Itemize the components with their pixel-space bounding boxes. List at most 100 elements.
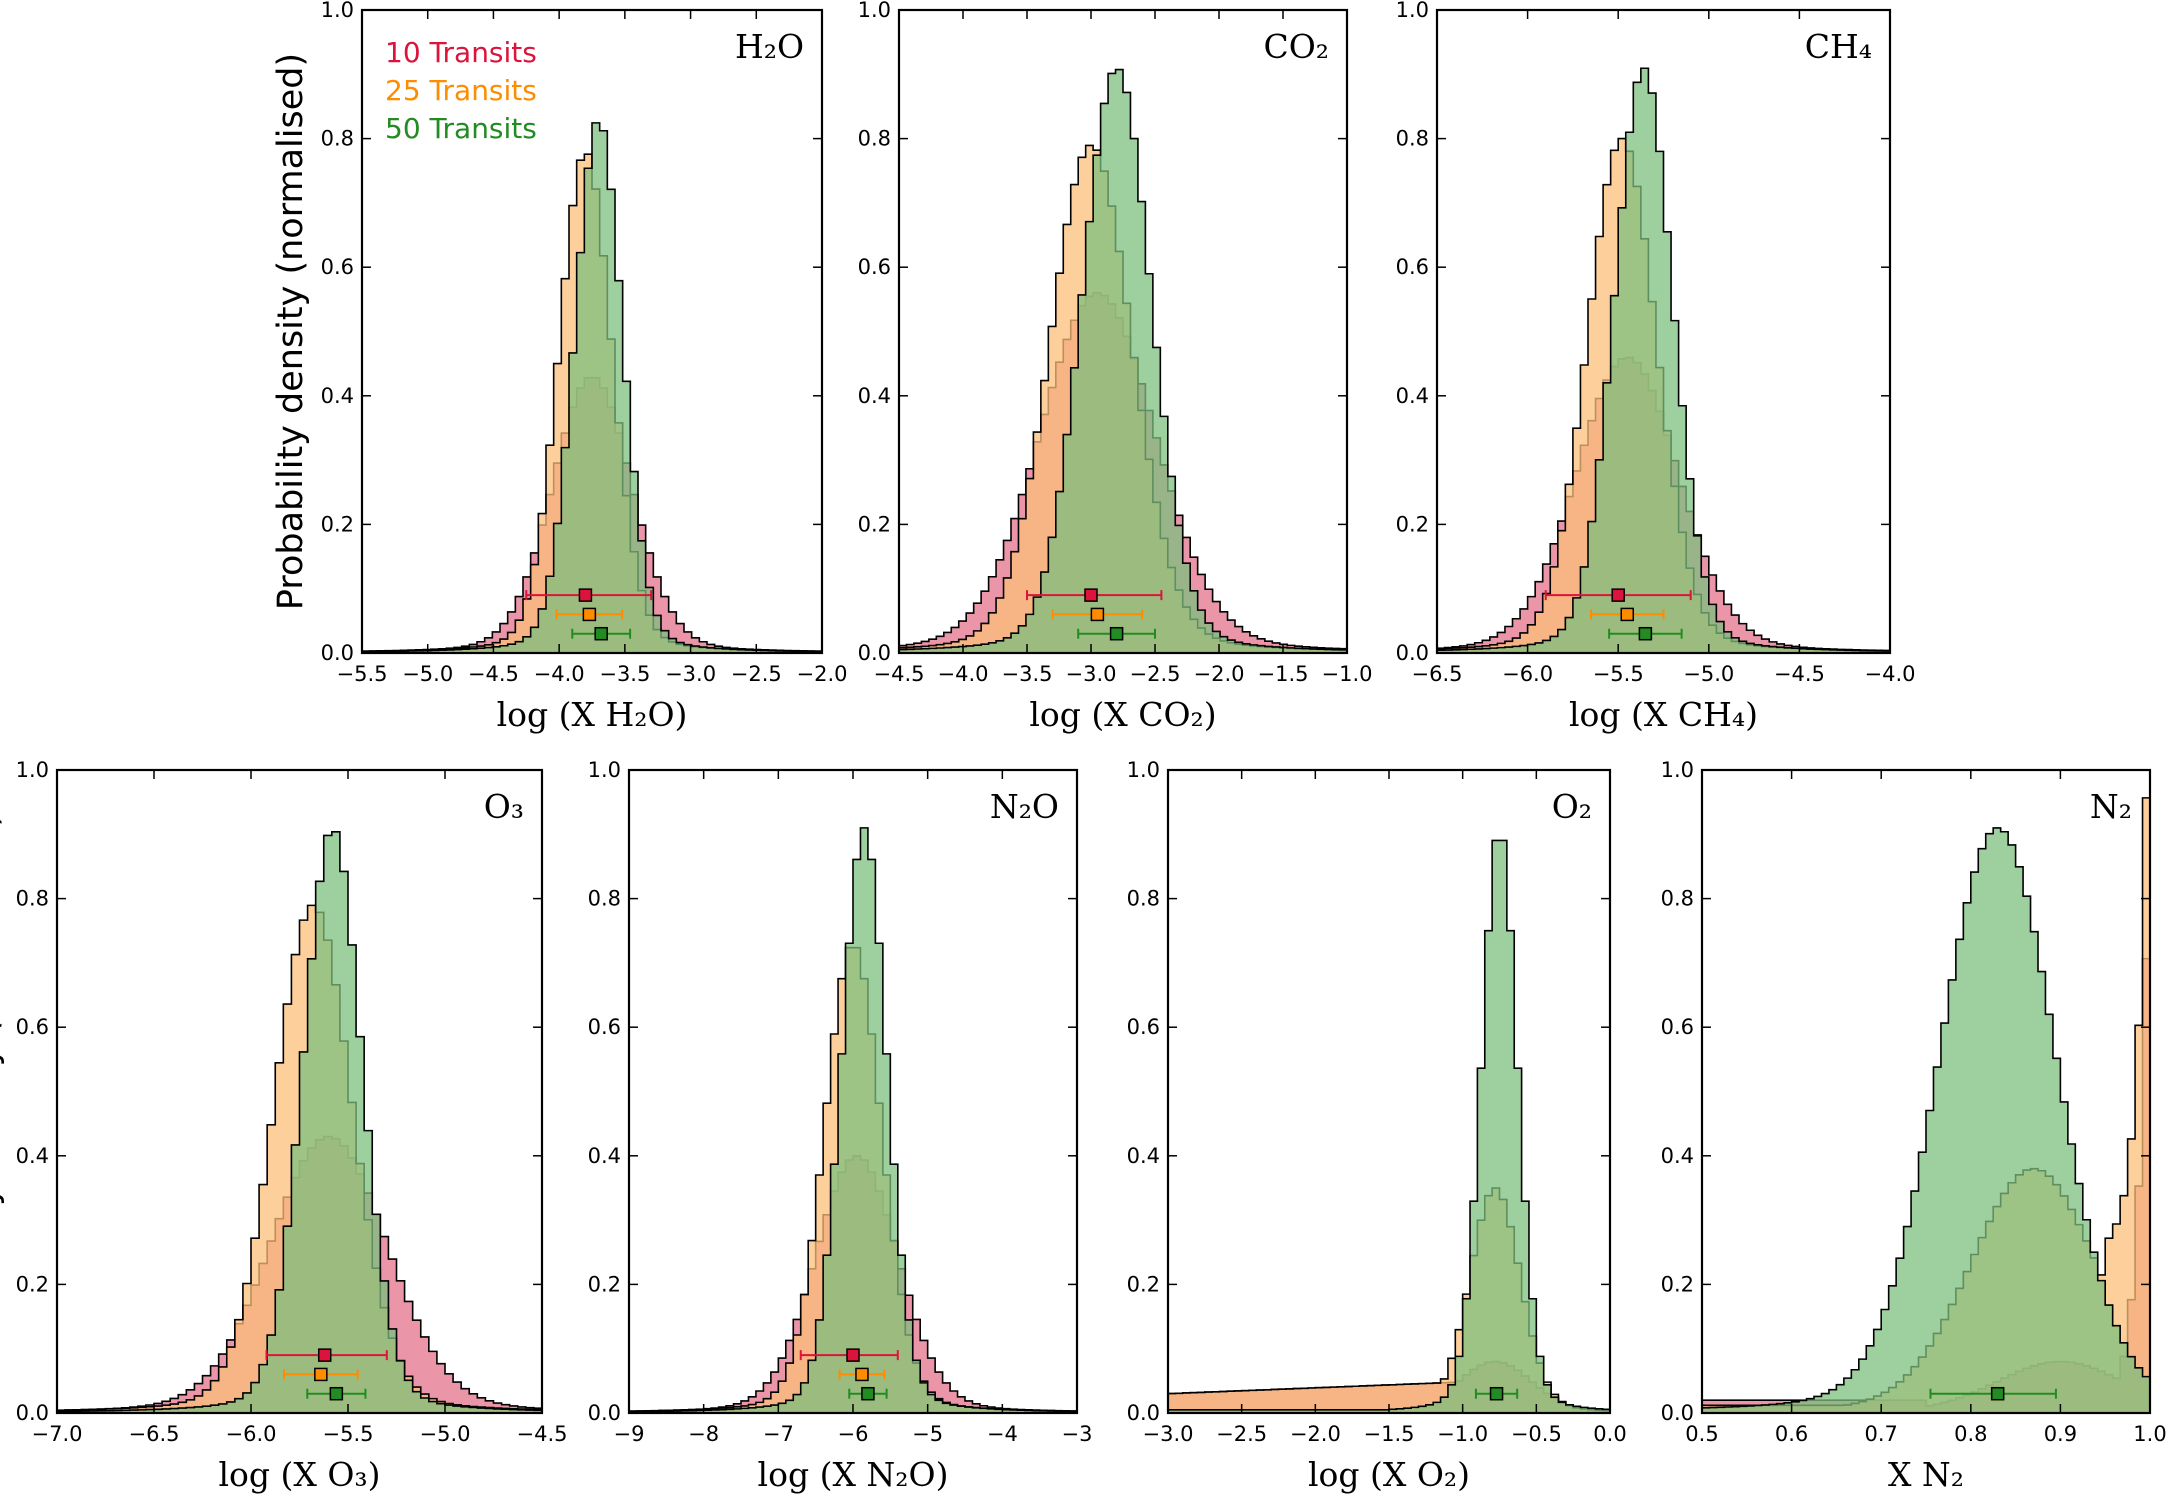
x-tick-label: −5.0 [420, 1422, 471, 1446]
x-tick-label: −4.0 [938, 662, 989, 686]
x-axis-label: log (X CH₄) [1569, 695, 1758, 734]
y-tick-label: 0.0 [1396, 641, 1429, 665]
y-tick-label: 0.0 [16, 1401, 49, 1425]
x-tick-label: 1.0 [2133, 1422, 2166, 1446]
y-tick-label: 0.0 [1127, 1401, 1160, 1425]
x-tick-label: −5.0 [1683, 662, 1734, 686]
x-tick-label: −3.5 [599, 662, 650, 686]
errorbar-25-transits [838, 1367, 886, 1382]
panel-1: 0.0 0.2 0.4 0.6 0.8 1.0 −4.5 −4.0 −3.5 −3.0 −2.5 −2… [858, 0, 1373, 734]
x-tick-label: −2.5 [1216, 1422, 1267, 1446]
y-tick-label: 1.0 [16, 758, 49, 782]
hist-50-transits [362, 122, 822, 653]
x-axis-label: log (X H₂O) [497, 695, 688, 734]
y-tick-label: 0.8 [16, 887, 49, 911]
panel-6: 0.0 0.2 0.4 0.6 0.8 1.0 0.5 0.6 0.7 0.8 0.9 1.0 N₂ X … [1661, 758, 2167, 1494]
y-tick-label: 0.2 [1127, 1272, 1160, 1296]
x-tick-label: −3 [1062, 1422, 1093, 1446]
x-tick-label: −4.0 [534, 662, 585, 686]
plot-frame [897, 8, 1349, 655]
y-tick-label: 0.6 [16, 1015, 49, 1039]
errorbar-50-transits [1608, 626, 1683, 641]
panel-title: CO₂ [1263, 27, 1329, 66]
x-tick-label: −2.0 [797, 662, 848, 686]
y-tick-label: 1.0 [321, 0, 354, 22]
x-tick-label: −2.5 [731, 662, 782, 686]
y-axis-label: Probability density (normalised) [0, 813, 6, 1370]
panel-title: N₂ [2090, 787, 2132, 826]
x-tick-label: −1.0 [1437, 1422, 1488, 1446]
y-tick-label: 0.2 [858, 512, 891, 536]
y-tick-label: 0.0 [1661, 1401, 1694, 1425]
plot-frame [55, 768, 544, 1415]
panel-title: N₂O [990, 787, 1059, 826]
panel-title: O₃ [484, 787, 524, 826]
x-tick-label: −4.5 [517, 1422, 568, 1446]
y-tick-label: 0.2 [1396, 512, 1429, 536]
hist-50-transits [1437, 67, 1890, 653]
hist-50-transits [899, 68, 1347, 653]
y-tick-label: 0.6 [858, 255, 891, 279]
y-tick-label: 0.6 [321, 255, 354, 279]
plot-frame [1166, 768, 1612, 1415]
plot-frame [1700, 768, 2152, 1415]
x-tick-label: −5.5 [323, 1422, 374, 1446]
errorbar-10-transits [265, 1348, 388, 1362]
x-tick-label: −7 [763, 1422, 794, 1446]
plot-frame [1435, 8, 1892, 655]
x-tick-label: −6.0 [1502, 662, 1553, 686]
y-tick-label: 1.0 [1396, 0, 1429, 22]
x-tick-label: −1.5 [1258, 662, 1309, 686]
errorbar-50-transits [1474, 1386, 1519, 1401]
x-tick-label: −4.5 [1774, 662, 1825, 686]
legend-entry: 50 Transits [385, 112, 537, 145]
errorbar-10-transits [799, 1348, 899, 1362]
x-tick-label: −4.5 [874, 662, 925, 686]
x-tick-label: −3.0 [1143, 1422, 1194, 1446]
errorbar-10-transits [1544, 588, 1692, 602]
x-tick-label: −1.5 [1364, 1422, 1415, 1446]
x-tick-label: −5.0 [402, 662, 453, 686]
y-tick-label: 1.0 [1127, 758, 1160, 782]
x-tick-label: 0.9 [2044, 1422, 2077, 1446]
x-tick-label: −6.5 [1412, 662, 1463, 686]
x-tick-label: −6.0 [226, 1422, 277, 1446]
hist-50-transits [57, 831, 542, 1413]
plot-frame [360, 8, 824, 655]
y-tick-label: 0.2 [321, 512, 354, 536]
errorbar-50-transits [848, 1386, 888, 1401]
x-tick-label: 0.0 [1593, 1422, 1626, 1446]
y-tick-label: 0.6 [1396, 255, 1429, 279]
x-tick-label: −5.5 [1593, 662, 1644, 686]
panel-4: 0.0 0.2 0.4 0.6 0.8 1.0 −9 −8 −7 −6 −5 −4 −3 N₂O log (… [588, 758, 1093, 1494]
y-tick-label: 0.8 [1396, 127, 1429, 151]
x-tick-label: −5 [912, 1422, 943, 1446]
y-tick-label: 0.4 [1127, 1144, 1160, 1168]
y-tick-label: 0.2 [1661, 1272, 1694, 1296]
x-tick-label: −4.0 [1865, 662, 1916, 686]
y-tick-label: 0.4 [321, 384, 354, 408]
panel-5: 0.0 0.2 0.4 0.6 0.8 1.0 −3.0 −2.5 −2.0 −1.5 −1.0 −0… [1127, 758, 1627, 1494]
y-tick-label: 0.0 [588, 1401, 621, 1425]
y-tick-label: 0.4 [16, 1144, 49, 1168]
x-tick-label: −3.0 [665, 662, 716, 686]
y-tick-label: 0.6 [1661, 1015, 1694, 1039]
errorbar-25-transits [1590, 607, 1665, 622]
x-tick-label: −8 [688, 1422, 719, 1446]
x-tick-label: −7.0 [32, 1422, 83, 1446]
errorbar-50-transits [571, 626, 632, 641]
y-tick-label: 0.8 [1661, 887, 1694, 911]
panel-title: H₂O [735, 27, 804, 66]
errorbar-50-transits [306, 1386, 367, 1401]
x-tick-label: −9 [614, 1422, 645, 1446]
x-tick-label: −2.5 [1130, 662, 1181, 686]
y-axis-label: Probability density (normalised) [271, 53, 311, 610]
legend-entry: 25 Transits [385, 74, 537, 107]
x-tick-label: 0.8 [1954, 1422, 1987, 1446]
y-tick-label: 0.4 [588, 1144, 621, 1168]
x-tick-label: −5.5 [337, 662, 388, 686]
legend: 10 Transits 25 Transits 50 Transits [385, 36, 537, 145]
panel-title: O₂ [1552, 787, 1592, 826]
errorbar-25-transits [282, 1367, 359, 1382]
y-tick-label: 0.0 [858, 641, 891, 665]
